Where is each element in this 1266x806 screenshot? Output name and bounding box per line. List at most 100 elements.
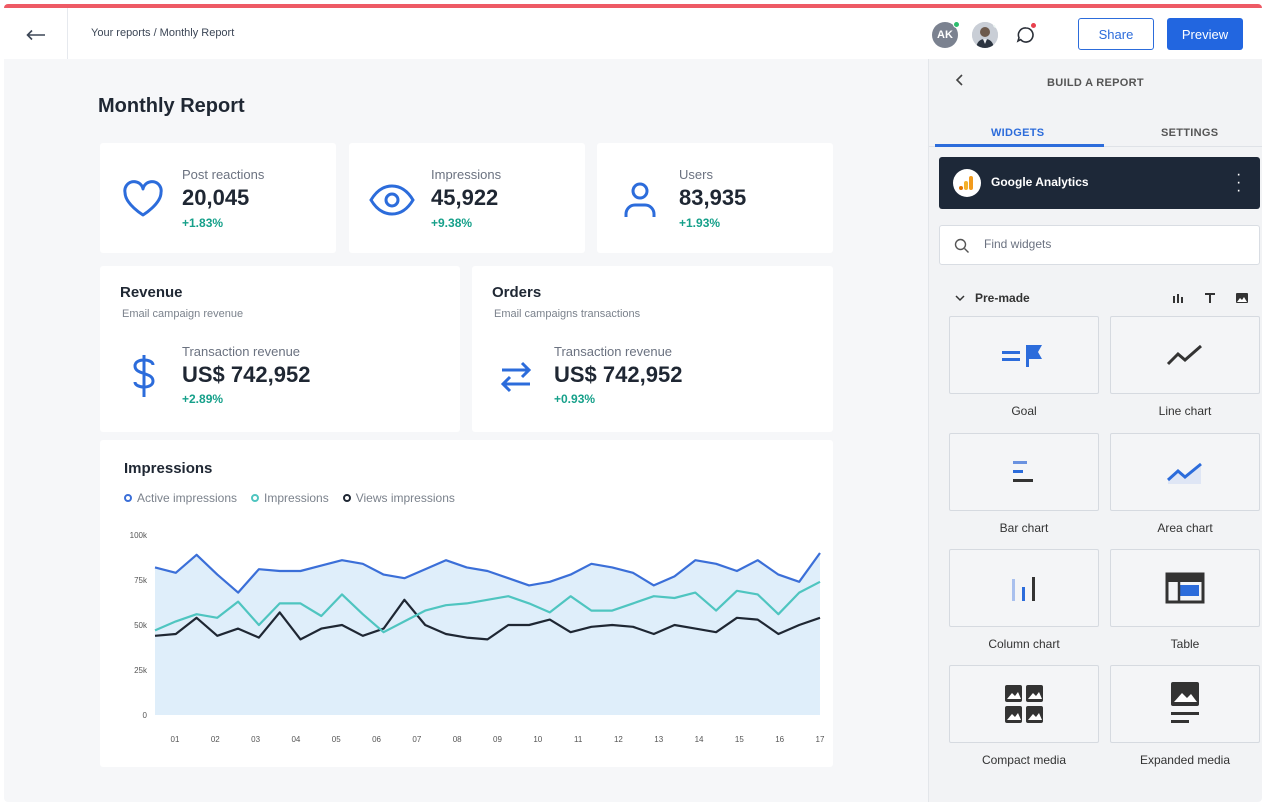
x-tick-label: 16 bbox=[775, 735, 784, 744]
chevron-left-icon bbox=[955, 74, 963, 86]
x-tick-label: 01 bbox=[171, 735, 180, 744]
widget-label: Bar chart bbox=[999, 521, 1049, 535]
orders-card[interactable]: Orders Email campaigns transactions Tran… bbox=[472, 266, 833, 432]
integration-name: Google Analytics bbox=[991, 175, 1089, 189]
top-bar: Your reports / Monthly Report AK Share P… bbox=[4, 8, 1262, 62]
area-chart-icon bbox=[1166, 462, 1202, 484]
search-icon bbox=[954, 238, 969, 253]
legend-label: Active impressions bbox=[137, 491, 238, 505]
x-tick-label: 15 bbox=[735, 735, 744, 744]
x-tick-label: 03 bbox=[251, 735, 260, 744]
widget-tile bbox=[1110, 316, 1260, 394]
widget-table[interactable]: Table bbox=[1110, 549, 1260, 651]
x-tick-label: 12 bbox=[614, 735, 623, 744]
widget-label: Line chart bbox=[1158, 404, 1212, 418]
widget-line-chart[interactable]: Line chart bbox=[1110, 316, 1260, 418]
tab-widgets[interactable]: WIDGETS bbox=[991, 127, 1045, 139]
page-title: Monthly Report bbox=[98, 95, 245, 117]
legend-marker bbox=[342, 494, 351, 502]
online-indicator bbox=[953, 21, 960, 28]
expanded-media-icon bbox=[1171, 682, 1199, 723]
stat-value: 20,045 bbox=[182, 185, 250, 210]
legend-item[interactable]: Views impressions bbox=[342, 491, 455, 505]
widget-compact-media[interactable]: Compact media bbox=[949, 665, 1099, 767]
widget-expanded-media[interactable]: Expanded media bbox=[1110, 665, 1260, 767]
series-line-views-impressions[interactable] bbox=[154, 598, 821, 641]
widget-label: Goal bbox=[1011, 404, 1037, 418]
text-filter-icon[interactable] bbox=[1203, 291, 1217, 305]
series-line-impressions[interactable] bbox=[154, 580, 821, 634]
comments-button[interactable] bbox=[1014, 22, 1038, 47]
panel-tabs: WIDGETS SETTINGS bbox=[929, 119, 1262, 147]
stat-value: 83,935 bbox=[679, 185, 747, 210]
active-tab-indicator bbox=[935, 144, 1104, 147]
x-tick-label: 08 bbox=[453, 735, 462, 744]
widget-tile bbox=[949, 433, 1099, 511]
widget-goal[interactable]: Goal bbox=[949, 316, 1099, 418]
back-button[interactable] bbox=[4, 8, 68, 62]
widget-bar-chart[interactable]: Bar chart bbox=[949, 433, 1099, 535]
bar-chart-icon bbox=[1013, 461, 1033, 482]
tab-settings[interactable]: SETTINGS bbox=[1161, 127, 1219, 139]
chart-title: Impressions bbox=[124, 460, 213, 477]
compact-media-icon bbox=[1005, 685, 1043, 723]
metric-label: Transaction revenue bbox=[554, 344, 673, 359]
chart-filter-icon[interactable] bbox=[1171, 291, 1185, 305]
card-subtitle: Email campaign revenue bbox=[122, 308, 244, 320]
avatar[interactable]: AK bbox=[932, 21, 960, 48]
widget-area-chart[interactable]: Area chart bbox=[1110, 433, 1260, 535]
metric-value: US$ 742,952 bbox=[554, 362, 683, 387]
widget-column-chart[interactable]: Column chart bbox=[949, 549, 1099, 651]
premade-section-toggle[interactable]: Pre-made bbox=[955, 291, 1030, 305]
chat-bubble-icon bbox=[1016, 27, 1034, 43]
x-tick-label: 09 bbox=[493, 735, 502, 744]
integration-selector[interactable]: Google Analytics · · · bbox=[939, 157, 1260, 209]
widget-label: Table bbox=[1170, 637, 1200, 651]
widget-label: Compact media bbox=[981, 753, 1067, 767]
more-vertical-icon[interactable]: · · · bbox=[1236, 166, 1242, 199]
dollar-icon bbox=[133, 355, 155, 397]
x-tick-label: 04 bbox=[291, 735, 300, 744]
series-line-active-impressions[interactable] bbox=[154, 552, 821, 594]
impressions-chart-card[interactable]: Impressions Active impressions Impressio… bbox=[100, 440, 833, 767]
search-input[interactable] bbox=[984, 237, 1244, 251]
panel-back-button[interactable] bbox=[955, 73, 965, 90]
panel-header: BUILD A REPORT bbox=[929, 59, 1262, 105]
chevron-down-icon bbox=[955, 295, 965, 302]
avatar-photo[interactable] bbox=[972, 22, 998, 48]
preview-button[interactable]: Preview bbox=[1167, 18, 1243, 50]
stat-card-post-reactions[interactable]: Post reactions 20,045 +1.83% bbox=[100, 143, 336, 253]
widget-tile bbox=[949, 316, 1099, 394]
stat-change: +1.93% bbox=[679, 216, 721, 230]
column-chart-icon bbox=[1012, 577, 1035, 601]
line-chart-icon bbox=[1166, 344, 1202, 366]
arrow-left-icon bbox=[25, 29, 45, 41]
section-label: Pre-made bbox=[975, 291, 1030, 305]
legend-item[interactable]: Active impressions bbox=[124, 491, 237, 505]
stat-label: Impressions bbox=[431, 167, 502, 182]
stat-card-impressions[interactable]: Impressions 45,922 +9.38% bbox=[349, 143, 585, 253]
heart-icon bbox=[123, 180, 163, 217]
share-button[interactable]: Share bbox=[1078, 18, 1154, 50]
widget-label: Area chart bbox=[1157, 521, 1213, 535]
image-filter-icon[interactable] bbox=[1235, 291, 1249, 305]
stat-value: 45,922 bbox=[431, 185, 499, 210]
stat-card-users[interactable]: Users 83,935 +1.93% bbox=[597, 143, 833, 253]
x-tick-label: 14 bbox=[695, 735, 704, 744]
google-analytics-logo bbox=[953, 169, 981, 197]
legend-item[interactable]: Impressions bbox=[251, 491, 329, 505]
avatar-initials: AK bbox=[937, 29, 953, 41]
x-tick-label: 11 bbox=[574, 735, 583, 744]
x-tick-label: 02 bbox=[211, 735, 220, 744]
premade-filter-tools bbox=[1171, 291, 1249, 305]
exchange-arrows-icon bbox=[500, 361, 532, 393]
x-tick-label: 17 bbox=[816, 735, 825, 744]
build-report-panel: BUILD A REPORT WIDGETS SETTINGS Google A… bbox=[928, 59, 1262, 802]
y-tick-label: 0 bbox=[143, 711, 148, 720]
impressions-line-chart: 100k 75k 50k 25k 0 01 02 03 04 05 06 07 08 09 10 11 12 13… bbox=[130, 531, 825, 744]
online-indicator bbox=[993, 22, 998, 28]
revenue-card[interactable]: Revenue Email campaign revenue Transacti… bbox=[100, 266, 460, 432]
breadcrumb[interactable]: Your reports / Monthly Report bbox=[91, 27, 235, 39]
report-canvas: Monthly Report Post reactions 20,045 +1.… bbox=[4, 59, 928, 802]
user-icon bbox=[624, 182, 656, 217]
